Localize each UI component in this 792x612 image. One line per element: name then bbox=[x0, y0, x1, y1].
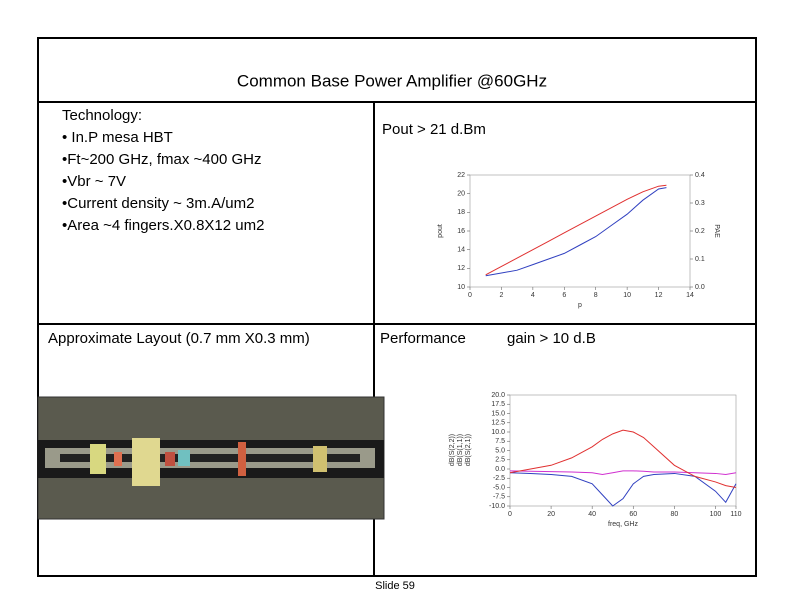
y-tick-label: 18 bbox=[457, 209, 465, 216]
heading: Technology: bbox=[62, 107, 142, 124]
x-axis-label: p bbox=[578, 302, 582, 309]
slide-frame bbox=[37, 37, 757, 577]
plot-area bbox=[509, 394, 737, 507]
y-tick-label: 7.5 bbox=[495, 438, 505, 445]
note: Pout > 21 d.Bm bbox=[382, 121, 486, 138]
caption: Approximate Layout (0.7 mm X0.3 mm) bbox=[48, 330, 310, 347]
legend-label: dB(S(1,1)) bbox=[457, 434, 464, 466]
y-tick-label: -5.0 bbox=[493, 484, 505, 491]
bullet: •Current density ~ 3m.A/um2 bbox=[62, 195, 254, 212]
x-tick-label: 20 bbox=[547, 511, 555, 518]
x-tick-label: 6 bbox=[562, 292, 566, 299]
x-tick-label: 80 bbox=[670, 511, 678, 518]
y-tick-label: -7.5 bbox=[493, 494, 505, 501]
slide-title: Common Base Power Amplifier @60GHz bbox=[237, 71, 547, 90]
x-tick-label: 12 bbox=[655, 292, 663, 299]
y-tick-label: -10.0 bbox=[489, 503, 505, 510]
y-tick-label: 0.0 bbox=[495, 466, 505, 473]
x-tick-label: 60 bbox=[629, 511, 637, 518]
y-tick-label: 20.0 bbox=[491, 392, 505, 399]
bullet: •Area ~4 fingers.X0.8X12 um2 bbox=[62, 217, 264, 234]
bullet: •Ft~200 GHz, fmax ~400 GHz bbox=[62, 151, 262, 168]
y2-tick-label: 0.3 bbox=[695, 200, 705, 207]
x-tick-label: 110 bbox=[730, 511, 741, 518]
plot-area bbox=[469, 174, 691, 288]
series-line bbox=[509, 470, 737, 476]
x-tick-label: 14 bbox=[686, 292, 694, 299]
note: gain > 10 d.B bbox=[507, 330, 596, 347]
y-tick-label: -2.5 bbox=[493, 475, 505, 482]
y2-tick-label: 0.0 bbox=[695, 284, 705, 291]
y-tick-label: 14 bbox=[457, 247, 465, 254]
y2-tick-label: 0.4 bbox=[695, 172, 705, 179]
bullet: •Vbr ~ 7V bbox=[62, 173, 126, 190]
y-tick-label: 12 bbox=[457, 265, 465, 272]
y2-tick-label: 0.1 bbox=[695, 256, 705, 263]
layout-image bbox=[37, 396, 385, 520]
y-tick-label: 15.0 bbox=[491, 410, 505, 417]
legend-label: dB(S(2,2)) bbox=[449, 434, 456, 466]
x-tick-label: 0 bbox=[468, 292, 472, 299]
x-tick-label: 40 bbox=[588, 511, 596, 518]
y-tick-label: 10 bbox=[457, 284, 465, 291]
x-tick-label: 10 bbox=[623, 292, 631, 299]
series-line bbox=[485, 184, 667, 276]
series-line bbox=[485, 187, 667, 277]
y-tick-label: 5.0 bbox=[495, 447, 505, 454]
y-axis-label: pout bbox=[437, 224, 444, 238]
y-tick-label: 2.5 bbox=[495, 457, 505, 464]
footer: Slide 59 bbox=[375, 580, 415, 592]
series-line bbox=[509, 472, 737, 507]
x-tick-label: 4 bbox=[531, 292, 535, 299]
y-tick-label: 22 bbox=[457, 172, 465, 179]
y2-axis-label: PAE bbox=[713, 224, 720, 238]
y-tick-label: 12.5 bbox=[491, 420, 505, 427]
x-tick-label: 0 bbox=[508, 511, 512, 518]
bullet: • In.P mesa HBT bbox=[62, 129, 173, 146]
x-tick-label: 2 bbox=[499, 292, 503, 299]
y-tick-label: 17.5 bbox=[491, 401, 505, 408]
label: Performance bbox=[380, 330, 466, 347]
series-line bbox=[509, 429, 737, 488]
y-tick-label: 10.0 bbox=[491, 429, 505, 436]
legend-label: dB(S(2,1)) bbox=[465, 434, 472, 466]
y2-tick-label: 0.2 bbox=[695, 228, 705, 235]
y-tick-label: 20 bbox=[457, 191, 465, 198]
x-tick-label: 8 bbox=[594, 292, 598, 299]
y-tick-label: 16 bbox=[457, 228, 465, 235]
x-tick-label: 100 bbox=[710, 511, 722, 518]
x-axis-label: freq, GHz bbox=[608, 521, 638, 528]
